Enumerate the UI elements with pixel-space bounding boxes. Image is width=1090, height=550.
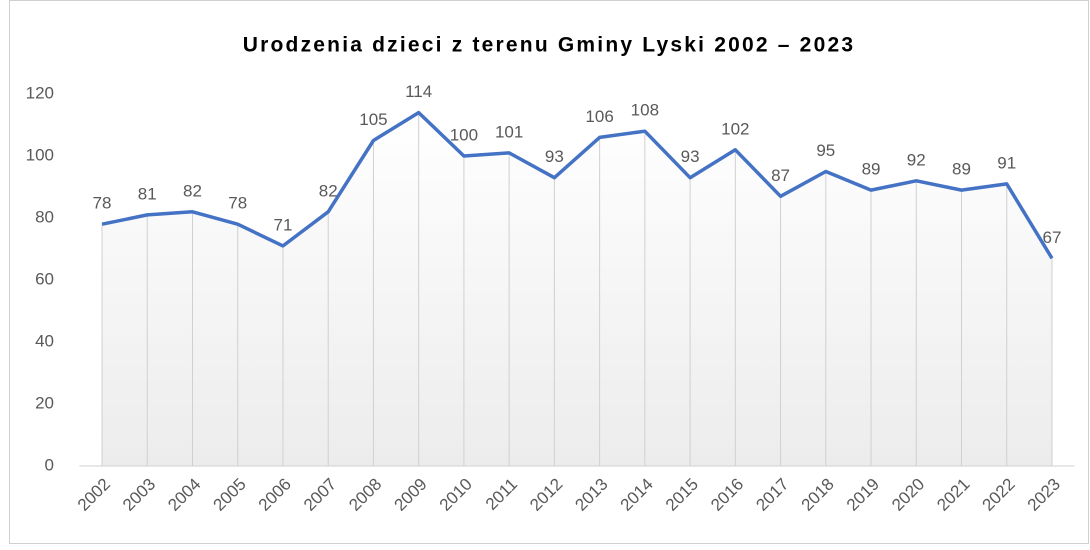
data-label: 93: [545, 147, 564, 166]
x-tick-label: 2017: [752, 475, 792, 515]
x-tick-label: 2020: [888, 475, 928, 515]
chart-border: [9, 0, 1089, 544]
data-label: 78: [93, 194, 112, 213]
data-label: 114: [405, 82, 432, 101]
y-tick-label: 20: [35, 393, 54, 412]
x-tick-label: 2014: [617, 475, 657, 515]
y-tick-label: 40: [35, 331, 54, 350]
data-label: 87: [771, 166, 790, 185]
data-label: 102: [721, 119, 749, 138]
data-label: 95: [816, 141, 835, 160]
x-tick-label: 2012: [526, 475, 566, 515]
x-tick-label: 2013: [571, 475, 611, 515]
x-tick-label: 2007: [300, 475, 340, 515]
chart-title: Urodzenia dzieci z terenu Gminy Lyski 20…: [243, 34, 855, 57]
x-tick-label: 2006: [255, 475, 295, 515]
data-label: 89: [862, 160, 881, 179]
data-label: 89: [952, 160, 971, 179]
data-label: 78: [228, 194, 247, 213]
y-tick-label: 60: [35, 269, 54, 288]
y-tick-label: 80: [35, 207, 54, 226]
data-label: 82: [319, 181, 338, 200]
x-tick-label: 2021: [933, 475, 973, 515]
data-label: 106: [585, 107, 613, 126]
y-tick-label: 100: [26, 145, 54, 164]
data-label: 100: [450, 125, 478, 144]
y-tick-label: 120: [26, 83, 54, 102]
area: [102, 112, 1052, 466]
x-tick-label: 2011: [482, 475, 521, 514]
line: [101, 110, 1054, 260]
x-tick-label: 2022: [979, 475, 1019, 515]
x-tick-label: 2004: [164, 475, 204, 515]
data-label: 108: [631, 101, 659, 120]
data-label: 71: [274, 215, 293, 234]
x-tick-label: 2010: [436, 475, 476, 515]
data-label: 105: [359, 110, 387, 129]
x-tick-label: 2016: [707, 475, 747, 515]
x-tick-label: 2003: [119, 475, 159, 515]
data-label: 93: [681, 147, 700, 166]
x-tick-label: 2019: [843, 475, 883, 515]
data-label: 82: [183, 181, 202, 200]
data-label: 91: [997, 153, 1016, 172]
x-tick-label: 2005: [210, 475, 250, 515]
data-label: 101: [495, 122, 523, 141]
x-tick-label: 2023: [1024, 475, 1064, 515]
data-label: 92: [907, 150, 926, 169]
data-label: 67: [1043, 228, 1062, 247]
x-tick-label: 2002: [74, 475, 114, 515]
x-tick-label: 2008: [345, 475, 385, 515]
x-tick-label: 2009: [390, 475, 430, 515]
x-tick-label: 2018: [798, 475, 838, 515]
x-tick-label: 2015: [662, 475, 702, 515]
y-tick-label: 0: [45, 455, 54, 474]
data-label: 81: [138, 184, 157, 203]
